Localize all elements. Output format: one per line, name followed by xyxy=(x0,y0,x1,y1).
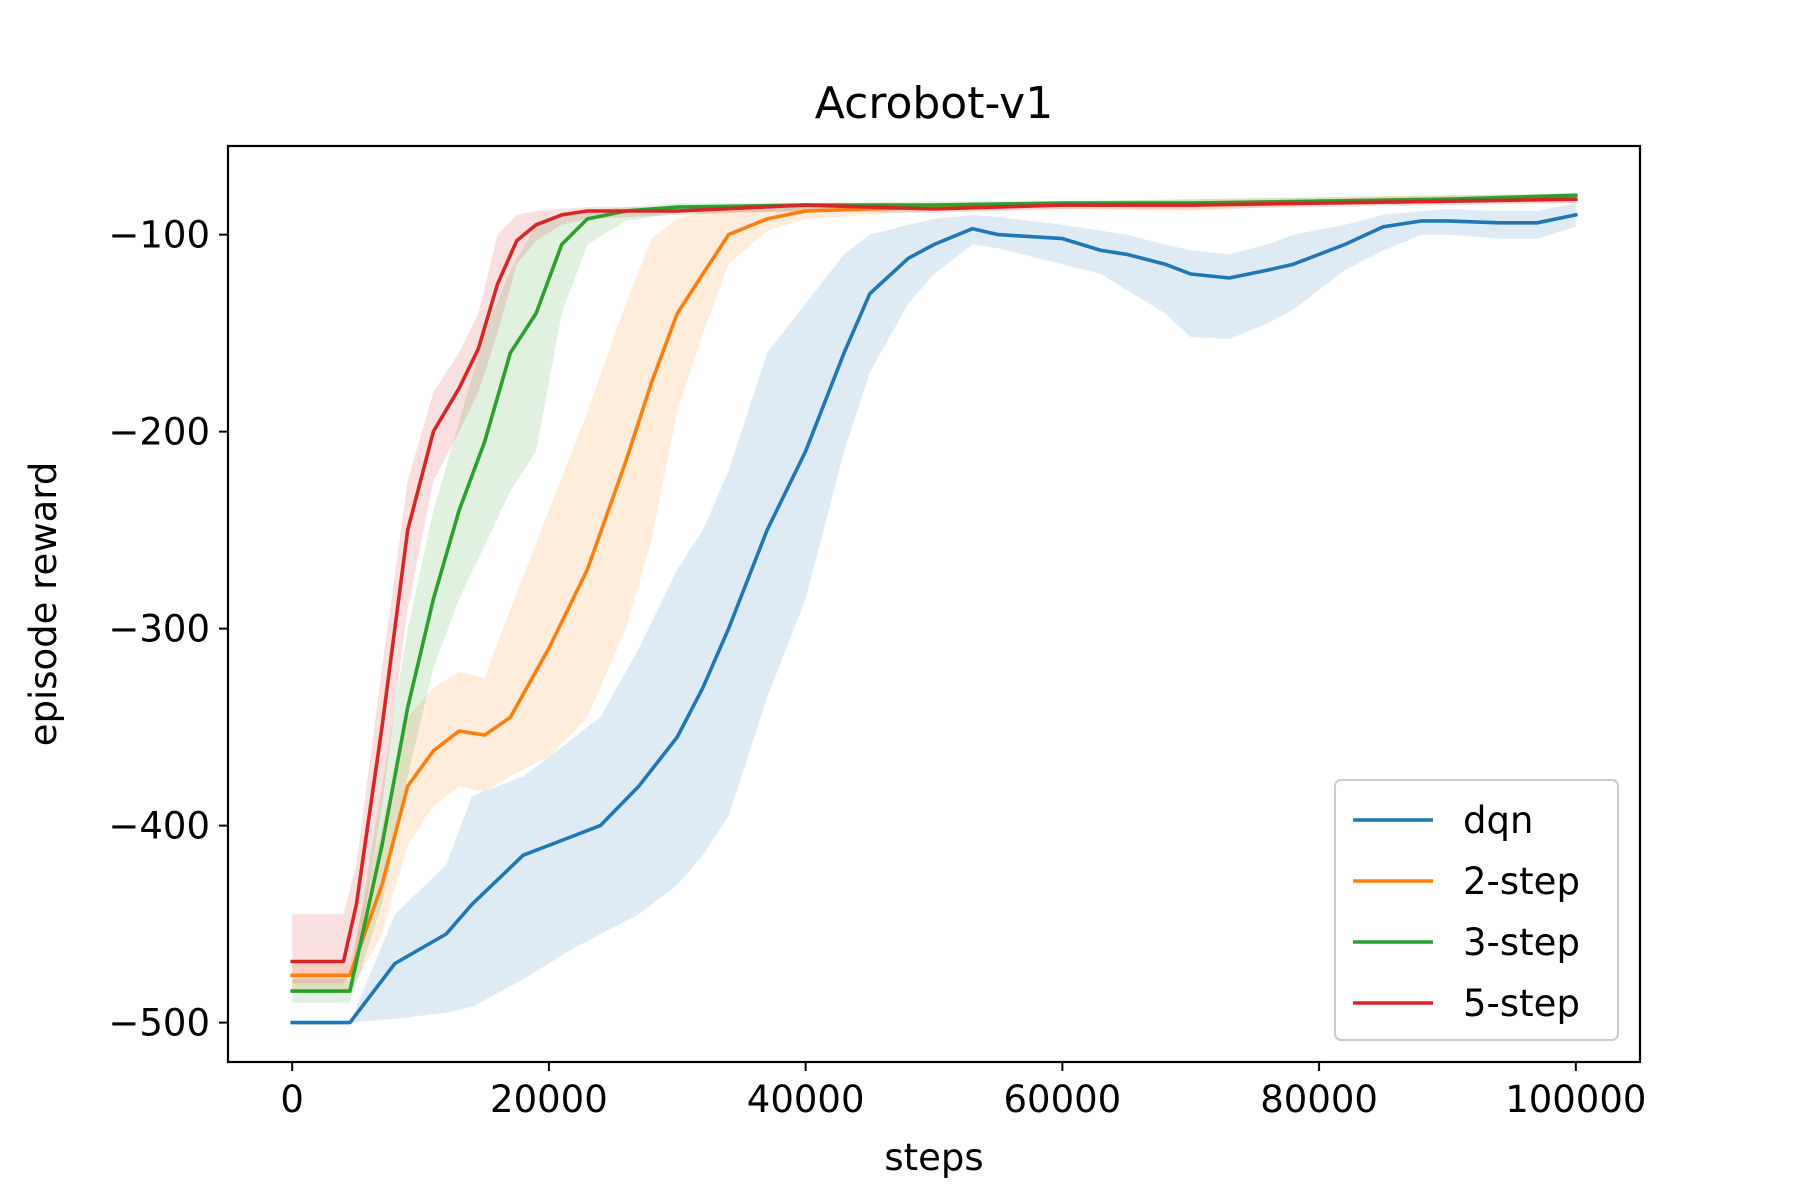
y-tick-label: −200 xyxy=(108,411,210,454)
x-axis: 0 20000 40000 60000 80000 100000 xyxy=(280,1062,1646,1121)
legend-label-5-step: 5-step xyxy=(1463,982,1580,1025)
x-tick-label: 80000 xyxy=(1260,1078,1378,1121)
chart-title: Acrobot-v1 xyxy=(815,78,1053,129)
x-axis-label: steps xyxy=(884,1136,983,1179)
band-dqn xyxy=(292,203,1576,1023)
y-axis-label: episode reward xyxy=(22,462,65,747)
series-line-3-step xyxy=(290,193,1578,993)
legend-label-2-step: 2-step xyxy=(1463,860,1580,903)
legend: dqn 2-step 3-step 5-step xyxy=(1334,779,1619,1041)
series-line-dqn xyxy=(290,212,1578,1025)
x-tick-label: 0 xyxy=(280,1078,304,1121)
y-tick-label: −300 xyxy=(108,608,210,651)
series-line-5-step xyxy=(290,197,1578,964)
legend-label-3-step: 3-step xyxy=(1463,921,1580,964)
y-tick-label: −500 xyxy=(108,1002,210,1045)
series-lines xyxy=(290,193,1578,1025)
x-tick-label: 20000 xyxy=(490,1078,608,1121)
y-axis: −100 −200 −300 −400 −500 xyxy=(108,214,228,1045)
y-tick-label: −400 xyxy=(108,805,210,848)
x-tick-label: 100000 xyxy=(1505,1078,1646,1121)
plot-frame xyxy=(226,144,1642,1064)
x-tick-label: 60000 xyxy=(1004,1078,1122,1121)
x-tick-label: 40000 xyxy=(747,1078,865,1121)
legend-box xyxy=(1334,779,1619,1041)
band-2-step xyxy=(292,195,1576,994)
confidence-bands xyxy=(292,193,1576,1023)
y-tick-label: −100 xyxy=(108,214,210,257)
legend-label-dqn: dqn xyxy=(1463,799,1533,842)
